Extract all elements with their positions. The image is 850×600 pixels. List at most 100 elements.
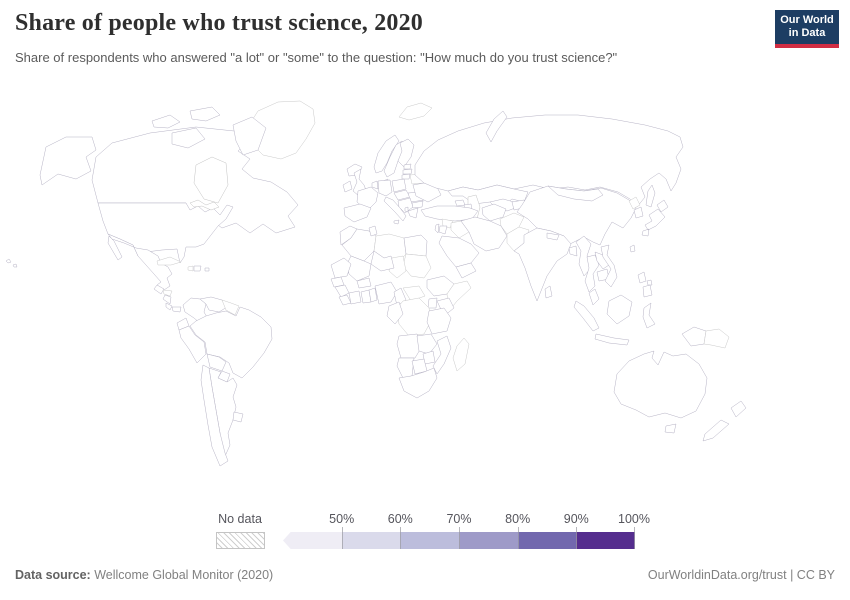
legend-bin-70-80[interactable] [459,532,518,549]
country-costa-rica[interactable] [165,302,173,311]
country-sierra-leone-liberia[interactable] [338,294,352,306]
country-mauritania[interactable] [330,257,352,279]
country-canada-island[interactable] [171,127,206,149]
country-tanzania[interactable] [426,307,452,335]
country-lithuania[interactable] [401,173,411,180]
country-yemen[interactable] [455,262,477,279]
country-south-africa[interactable] [398,367,438,399]
country-finland[interactable] [397,138,415,168]
country-honduras[interactable] [162,289,173,297]
legend-bin-50-60[interactable] [341,532,401,549]
country-haiti[interactable] [187,265,194,272]
country-congo-gabon[interactable] [386,301,404,325]
country-guatemala[interactable] [153,284,165,295]
country-indonesia-borneo[interactable] [606,294,633,325]
legend-bin-60-70[interactable] [400,532,460,549]
country-canada-island[interactable] [189,106,221,122]
country-sudan[interactable] [402,253,432,279]
country-latvia[interactable] [402,168,413,175]
country-mozambique[interactable] [432,335,452,375]
country-balkans[interactable] [397,197,414,214]
country-mexico-baja[interactable] [107,235,123,261]
legend-bin-80-90[interactable] [517,532,577,549]
country-papua-new-guinea[interactable] [703,328,730,349]
country-australia[interactable] [613,350,708,419]
country-angola[interactable] [396,333,422,359]
country-philippines[interactable] [637,271,653,298]
country-chile[interactable] [200,364,229,467]
country-bangladesh[interactable] [568,245,578,257]
country-turkey[interactable] [420,205,479,222]
country-south-korea[interactable] [633,206,644,219]
country-jordan[interactable] [438,225,448,235]
country-israel[interactable] [434,223,440,234]
country-mali[interactable] [346,255,372,282]
country-greenland[interactable] [248,100,316,160]
country-drc[interactable] [396,297,432,337]
country-nepal[interactable] [546,232,560,241]
country-guyanas[interactable] [221,299,240,316]
country-burkina-faso[interactable] [356,277,372,289]
country-cuba[interactable] [156,256,182,266]
footer-link[interactable]: OurWorldinData.org/trust | CC BY [648,568,835,582]
country-bulgaria[interactable] [411,200,424,209]
country-iran[interactable] [460,216,508,252]
country-indonesia-java[interactable] [594,333,630,346]
country-indonesia-sumatra[interactable] [573,300,600,332]
legend-bin-90-100[interactable] [576,532,636,549]
country-poland[interactable] [391,178,407,193]
country-malaysia[interactable] [588,288,600,306]
country-brazil[interactable] [189,306,273,379]
country-tasmania[interactable] [664,423,677,434]
country-nicaragua[interactable] [162,294,172,305]
country-georgia[interactable] [454,199,466,207]
country-ireland[interactable] [342,180,353,193]
owid-url-link[interactable]: OurWorldinData.org/trust | CC BY [647,568,835,582]
country-central-african-republic[interactable] [402,285,426,302]
country-bolivia[interactable] [206,353,227,372]
country-madagascar[interactable] [452,337,470,372]
country-papua-indonesia[interactable] [681,326,707,347]
country-estonia[interactable] [403,163,412,170]
country-togo-benin[interactable] [368,287,378,303]
country-venezuela[interactable] [199,296,228,313]
country-sri-lanka[interactable] [544,285,553,299]
owid-logo[interactable]: Our World in Data [775,10,839,48]
country-albania[interactable] [404,206,409,213]
country-new-zealand[interactable] [702,400,747,442]
country-nigeria[interactable] [374,281,398,305]
country-tunisia[interactable] [368,225,378,237]
country-novaya-zemlya[interactable] [485,110,508,143]
country-india[interactable] [513,227,572,302]
country-benelux[interactable] [371,180,379,190]
legend-bin-under-50[interactable] [283,532,342,549]
country-germany[interactable] [377,179,393,197]
country-vietnam[interactable] [600,244,618,288]
country-namibia[interactable] [396,357,415,379]
country-sakhalin[interactable] [645,184,656,208]
country-mongolia[interactable] [547,185,604,202]
country-iraq[interactable] [450,220,470,239]
country-greece[interactable] [407,207,419,219]
country-usa-alaska[interactable] [39,136,97,186]
country-zambia[interactable] [416,333,438,355]
country-laos[interactable] [594,251,610,270]
legend-no-data-swatch[interactable] [216,532,265,549]
country-uganda[interactable] [427,297,438,309]
country-indonesia-sulawesi[interactable] [642,302,656,329]
country-ivory-coast[interactable] [348,290,362,305]
country-turkmenistan[interactable] [481,203,507,222]
country-svalbard[interactable] [398,102,433,121]
country-mexico[interactable] [107,233,173,291]
country-dominican-republic[interactable] [193,265,202,272]
country-north-korea[interactable] [628,196,641,210]
country-canada-island[interactable] [232,116,267,156]
country-uruguay[interactable] [232,411,244,423]
country-egypt[interactable] [403,234,428,257]
country-spain[interactable] [343,203,372,223]
country-panama[interactable] [171,306,182,313]
country-japan[interactable] [641,199,669,237]
country-italy[interactable] [383,196,407,225]
country-canada-island[interactable] [151,114,181,129]
country-taiwan[interactable] [629,244,636,253]
